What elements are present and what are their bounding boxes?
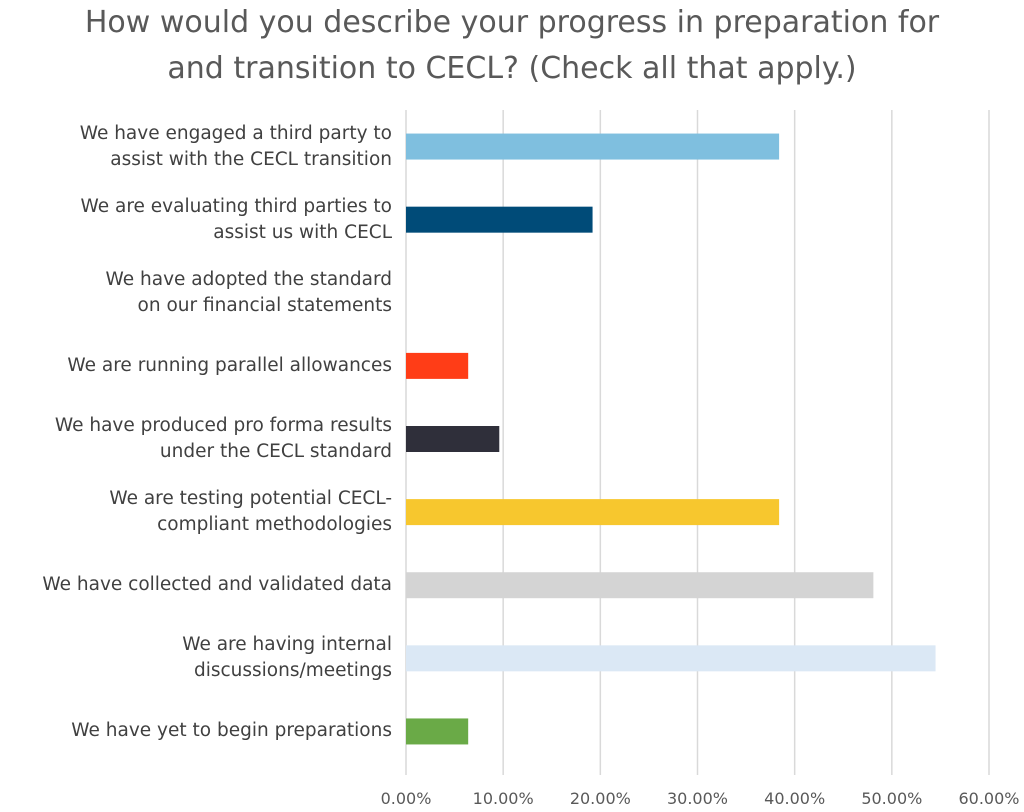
- bar: [406, 133, 780, 160]
- bar: [406, 499, 780, 526]
- y-tick-label: We have adopted the standard on our fina…: [105, 268, 392, 316]
- bar: [406, 206, 593, 233]
- y-tick-label: We have yet to begin preparations: [71, 720, 392, 742]
- x-tick-label: 60.00%: [958, 789, 1019, 808]
- x-tick-label: 50.00%: [861, 789, 922, 808]
- x-tick-label: 10.00%: [473, 789, 534, 808]
- x-tick-label: 0.00%: [381, 789, 432, 808]
- x-tick-label: 20.00%: [570, 789, 631, 808]
- y-tick-label: We have engaged a third party to assist …: [79, 122, 392, 170]
- y-tick-label: We have collected and validated data: [42, 574, 392, 596]
- bar: [406, 426, 500, 452]
- y-tick-label: We are having internal discussions/meeti…: [182, 634, 392, 682]
- y-tick-label: We are evaluating third parties to assis…: [80, 195, 392, 243]
- x-tick-label: 40.00%: [764, 789, 825, 808]
- bar: [406, 718, 469, 745]
- y-tick-label: We are running parallel allowances: [67, 354, 392, 376]
- chart-title: How would you describe your progress in …: [84, 5, 940, 86]
- y-tick-label: We are testing potential CECL- compliant…: [109, 488, 392, 536]
- bar: [406, 352, 469, 379]
- x-tick-label: 30.00%: [667, 789, 728, 808]
- bar: [406, 645, 936, 672]
- bar: [406, 572, 874, 599]
- y-tick-label: We have produced pro forma results under…: [54, 415, 392, 462]
